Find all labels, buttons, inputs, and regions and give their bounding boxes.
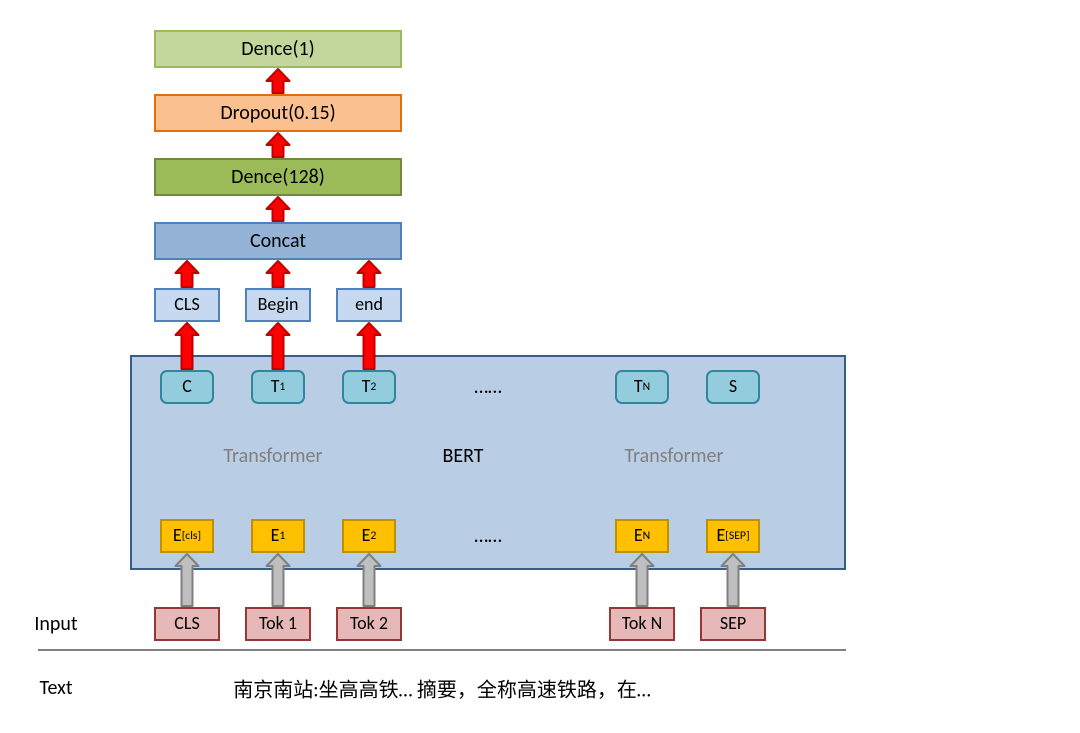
embedding-sep: E[SEP] (706, 519, 760, 553)
bert-label-left: Transformer (224, 444, 323, 468)
layer-dense1: Dence(1) (154, 30, 402, 68)
embedding-e1: E1 (251, 519, 305, 553)
input-tok2: Tok 2 (336, 607, 402, 641)
output-token-t2: T2 (342, 370, 396, 404)
pool-end: end (336, 288, 402, 322)
embedding-e2: E2 (342, 519, 396, 553)
input-cls: CLS (154, 607, 220, 641)
sentence-text: 南京南站:坐高高铁… 摘要，全称高速铁路，在… (233, 674, 651, 703)
embedding-cls: E[cls] (160, 519, 214, 553)
row-label-input: Input (34, 612, 77, 636)
bert-label-center: BERT (442, 444, 483, 468)
input-tokn: Tok N (609, 607, 675, 641)
bert-label-right: Transformer (625, 444, 724, 468)
output-ellipsis: …… (474, 375, 502, 399)
output-token-s: S (706, 370, 760, 404)
embedding-en: EN (615, 519, 669, 553)
output-token-t1: T1 (251, 370, 305, 404)
pool-cls: CLS (154, 288, 220, 322)
output-token-tn: TN (615, 370, 669, 404)
layer-dense128: Dence(128) (154, 158, 402, 196)
pool-begin: Begin (245, 288, 311, 322)
input-tok1: Tok 1 (245, 607, 311, 641)
row-label-text: Text (39, 676, 72, 700)
input-sep: SEP (700, 607, 766, 641)
output-token-c: C (160, 370, 214, 404)
embedding-ellipsis: …… (474, 524, 502, 548)
layer-dropout: Dropout(0.15) (154, 94, 402, 132)
layer-concat: Concat (154, 222, 402, 260)
diagram-canvas: Concat Dence(128) Dropout(0.15) Dence(1)… (0, 0, 1080, 733)
